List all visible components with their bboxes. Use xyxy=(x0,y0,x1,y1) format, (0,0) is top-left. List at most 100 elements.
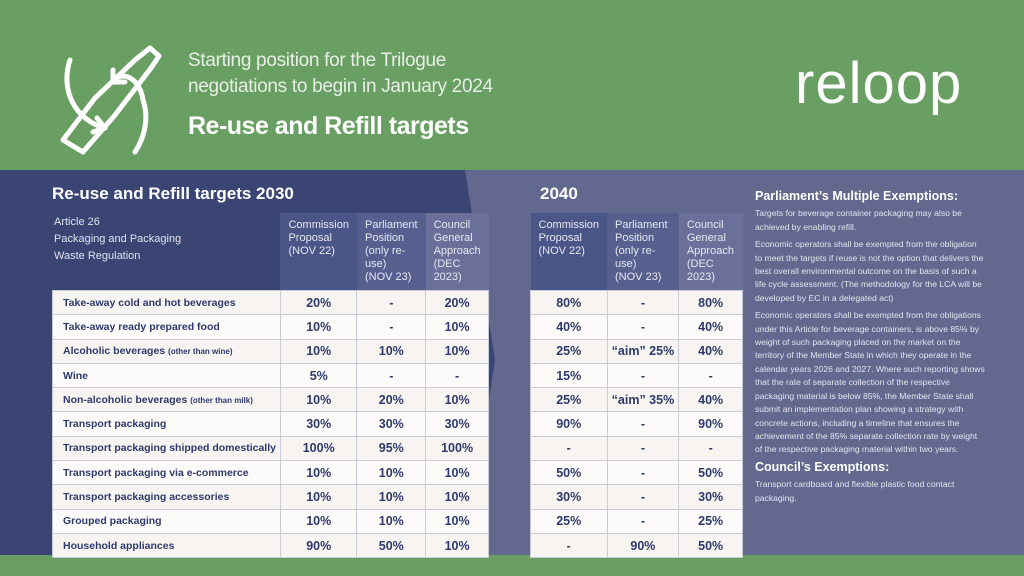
value-cell: 20% xyxy=(279,289,358,316)
value-cell: “aim” 35% xyxy=(606,387,680,413)
value-cell: “aim” 25% xyxy=(606,338,680,364)
article-line: Waste Regulation xyxy=(54,250,141,262)
label-text: Take-away ready prepared food xyxy=(63,320,220,333)
value-cell: 25% xyxy=(530,387,608,413)
value-cell: 10% xyxy=(425,532,490,559)
row-label: Transport packaging shipped domestically xyxy=(52,435,281,462)
value-cell: 10% xyxy=(425,460,490,486)
value-cell: - xyxy=(606,460,680,486)
value-cell: 95% xyxy=(356,435,427,462)
table-row: 50% -50% xyxy=(530,460,743,486)
value-cell: 10% xyxy=(279,338,358,364)
row-label: Alcoholic beverages (other than wine) xyxy=(52,338,281,364)
value-cell: 10% xyxy=(279,387,358,413)
col-council: Council General Approach (DEC 2023) xyxy=(425,213,489,291)
value-cell: 50% xyxy=(678,460,743,486)
table-row: 25% “aim” 25% 40% xyxy=(530,338,743,364)
value-cell: 80% xyxy=(678,289,743,316)
value-cell: - xyxy=(606,484,680,510)
article-line: Article 26 xyxy=(54,216,100,228)
subtitle-line: Starting position for the Trilogue xyxy=(188,50,447,71)
row-label: Non-alcoholic beverages (other than milk… xyxy=(52,387,281,413)
value-cell: 90% xyxy=(678,411,743,437)
exemption-text: Economic operators shall be exempted fro… xyxy=(755,310,985,455)
value-cell: - xyxy=(678,435,743,462)
value-cell: 30% xyxy=(425,411,490,437)
header-banner xyxy=(0,0,1024,170)
label-text: Transport packaging via e-commerce xyxy=(63,466,249,479)
label-note: (other than wine) xyxy=(168,347,233,357)
parliament-exemptions-heading: Parliament’s Multiple Exemptions: xyxy=(755,189,959,203)
table-row: 80% -80% xyxy=(530,289,743,316)
value-cell: 10% xyxy=(425,338,490,364)
value-cell: 5% xyxy=(279,362,358,389)
value-cell: 10% xyxy=(279,314,358,340)
table-row: 90% -90% xyxy=(530,411,743,437)
row-label: Transport packaging via e-commerce xyxy=(52,460,281,486)
value-cell: 100% xyxy=(425,435,490,462)
value-cell: 10% xyxy=(279,484,358,510)
value-cell: 30% xyxy=(279,411,358,437)
article-line: Packaging and Packaging xyxy=(54,233,182,245)
table-row: 30% -30% xyxy=(530,484,743,510)
subtitle-line: negotiations to begin in January 2024 xyxy=(188,76,493,97)
label-text: Transport packaging accessories xyxy=(63,491,230,504)
table-row: Take-away ready prepared food 10% -10% xyxy=(52,314,490,340)
value-cell: 80% xyxy=(530,289,608,316)
subtitle: Starting position for the Trilogue negoti… xyxy=(188,48,493,100)
value-cell: - xyxy=(606,411,680,437)
value-cell: 10% xyxy=(425,484,490,510)
table-row: Household appliances 90% 50% 10% xyxy=(52,532,490,559)
table-row: 40% -40% xyxy=(530,314,743,340)
row-label: Wine xyxy=(52,362,281,389)
label-text: Take-away cold and hot beverages xyxy=(63,296,236,309)
table-row: --- xyxy=(530,435,743,462)
article-label: Article 26 Packaging and Packaging Waste R… xyxy=(54,214,181,265)
table-row: Wine 5% - - xyxy=(52,362,490,389)
value-cell: 40% xyxy=(530,314,608,340)
col-parliament: Parliament Position (only re-use) (NOV 23) xyxy=(607,213,679,291)
value-cell: 50% xyxy=(356,532,427,559)
value-cell: 25% xyxy=(530,338,608,364)
value-cell: 10% xyxy=(425,508,490,534)
heading-2040: 2040 xyxy=(540,184,578,203)
value-cell: 90% xyxy=(606,532,680,559)
value-cell: 25% xyxy=(678,508,743,534)
value-cell: 90% xyxy=(279,532,358,559)
value-cell: 30% xyxy=(356,411,427,437)
col-council: Council General Approach (DEC 2023) xyxy=(678,213,743,291)
value-cell: - xyxy=(606,508,680,534)
value-cell: 15% xyxy=(530,362,608,389)
heading-2030: Re-use and Refill targets 2030 xyxy=(52,184,294,203)
table-row: 25% -25% xyxy=(530,508,743,534)
row-label: Take-away ready prepared food xyxy=(52,314,281,340)
footer-strip xyxy=(0,555,1024,576)
row-label: Household appliances xyxy=(52,532,281,559)
table-row: 15% - - xyxy=(530,362,743,389)
value-cell: 30% xyxy=(678,484,743,510)
label-text: Transport packaging xyxy=(63,418,167,431)
label-text: Grouped packaging xyxy=(63,515,162,528)
row-label: Grouped packaging xyxy=(52,508,281,534)
table-2030: Commission Proposal (NOV 22) Parliament Pos… xyxy=(52,213,490,559)
value-cell: - xyxy=(530,435,608,462)
value-cell: 30% xyxy=(530,484,608,510)
label-text: Non-alcoholic beverages xyxy=(63,393,188,406)
value-cell: 50% xyxy=(678,532,743,559)
value-cell: 50% xyxy=(530,460,608,486)
page-title: Re-use and Refill targets xyxy=(188,112,469,140)
table-row: Take-away cold and hot beverages 20% -20% xyxy=(52,289,490,316)
value-cell: 20% xyxy=(356,387,427,413)
value-cell: 10% xyxy=(356,484,427,510)
exemption-text: Economic operators shall be exempted fro… xyxy=(755,239,984,303)
value-cell: - xyxy=(606,289,680,316)
col-commission: Commission Proposal (NOV 22) xyxy=(280,213,357,291)
value-cell: 25% xyxy=(530,508,608,534)
label-text: Alcoholic beverages xyxy=(63,345,166,358)
value-cell: - xyxy=(530,532,608,559)
value-cell: - xyxy=(356,289,427,316)
table-2040: Commission Proposal (NOV 22) Parliament Pos… xyxy=(530,213,743,559)
value-cell: - xyxy=(606,435,680,462)
table-row: Transport packaging via e-commerce 10% 10… xyxy=(52,460,490,486)
reuse-bottle-icon xyxy=(60,45,162,155)
